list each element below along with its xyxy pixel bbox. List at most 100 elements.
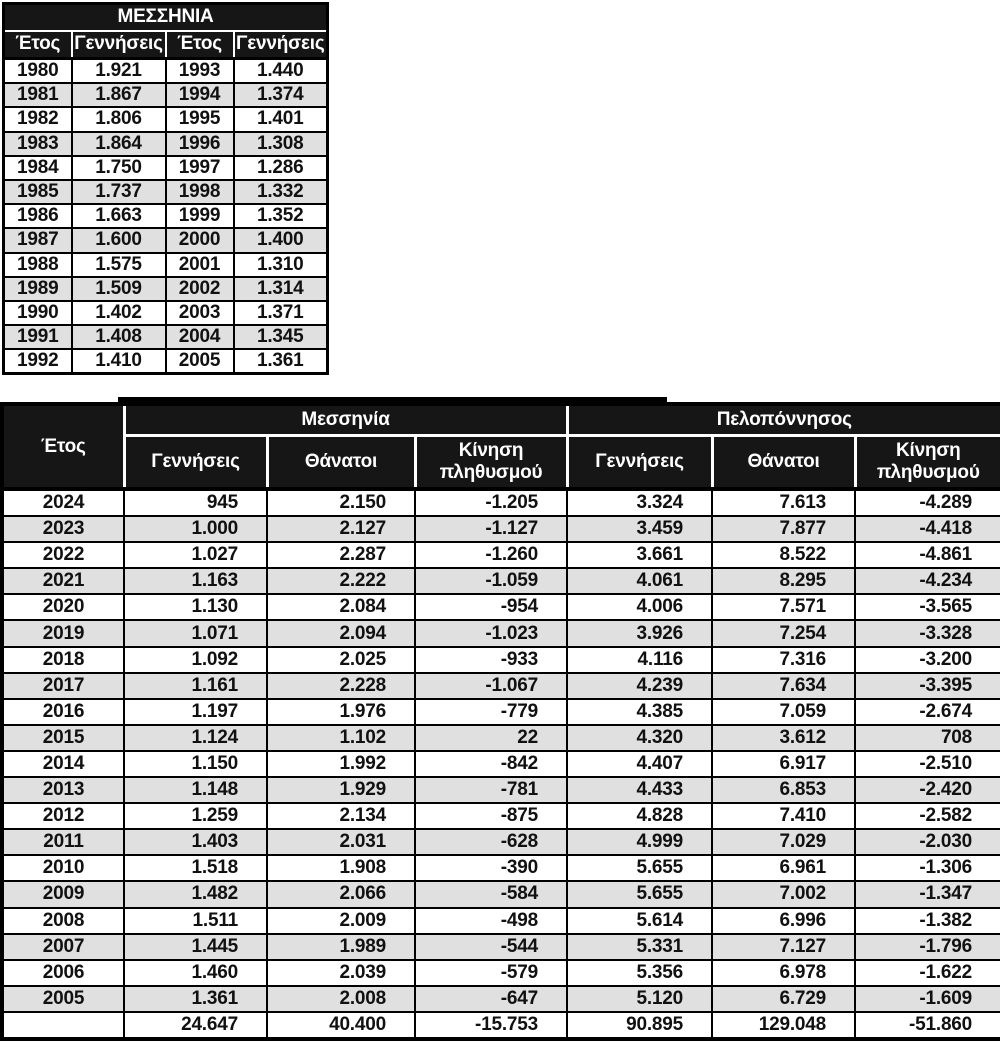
table-row: 2018 1.092 2.025 -933 4.116 7.316 -3.200 bbox=[1, 645, 1000, 674]
births-cell: 1.401 bbox=[232, 106, 329, 133]
births-cell: 1.921 bbox=[70, 57, 167, 85]
deaths-peloponnisos-cell: 6.978 bbox=[711, 958, 857, 987]
total-deaths-peloponnisos-cell: 129.048 bbox=[711, 1010, 857, 1040]
table-title: ΜΕΣΣΗΝΙΑ bbox=[2, 2, 329, 32]
total-population-change-messinia-cell: -15.753 bbox=[413, 1010, 569, 1040]
column-header-births-messinia: Γεννήσεις bbox=[122, 434, 269, 491]
year-cell: 2020 bbox=[1, 593, 125, 622]
population-change-peloponnisos-cell: -1.796 bbox=[854, 932, 1000, 961]
births-peloponnisos-cell: 4.006 bbox=[566, 593, 714, 622]
births-peloponnisos-cell: 3.661 bbox=[566, 541, 714, 570]
column-header-population-change-messinia: Κίνηση πληθυσμού bbox=[413, 434, 569, 491]
table-row: 1986 1.663 1999 1.352 bbox=[2, 203, 329, 230]
year-cell: 1981 bbox=[2, 82, 73, 109]
births-cell: 1.314 bbox=[232, 275, 329, 302]
table-row: 2009 1.482 2.066 -584 5.655 7.002 -1.347 bbox=[1, 880, 1000, 909]
year-cell: 2021 bbox=[1, 567, 125, 596]
deaths-messinia-cell: 2.222 bbox=[266, 567, 416, 596]
year-cell: 2022 bbox=[1, 541, 125, 570]
deaths-messinia-cell: 1.992 bbox=[266, 749, 416, 779]
population-change-messinia-cell: -390 bbox=[413, 854, 569, 883]
births-messinia-cell: 1.161 bbox=[123, 671, 268, 700]
population-change-peloponnisos-cell: -1.347 bbox=[854, 880, 1000, 909]
deaths-peloponnisos-cell: 7.613 bbox=[711, 486, 857, 518]
table-row: 2019 1.071 2.094 -1.023 3.926 7.254 -3.328 bbox=[1, 619, 1000, 648]
births-peloponnisos-cell: 5.356 bbox=[566, 958, 714, 987]
year-cell: 1987 bbox=[2, 227, 73, 254]
births-peloponnisos-cell: 4.320 bbox=[566, 723, 714, 752]
deaths-messinia-cell: 2.084 bbox=[266, 593, 416, 622]
births-cell: 1.352 bbox=[232, 203, 329, 230]
deaths-peloponnisos-cell: 7.254 bbox=[711, 619, 857, 648]
population-change-messinia-cell: 22 bbox=[413, 723, 569, 752]
year-cell: 2013 bbox=[1, 776, 125, 805]
population-change-peloponnisos-cell: -4.234 bbox=[854, 567, 1000, 596]
population-change-peloponnisos-cell: -2.582 bbox=[854, 802, 1000, 831]
year-cell: 2012 bbox=[1, 802, 125, 831]
births-peloponnisos-cell: 4.116 bbox=[566, 645, 714, 674]
deaths-peloponnisos-cell: 6.917 bbox=[711, 749, 857, 779]
births-cell: 1.864 bbox=[70, 130, 167, 157]
table-row: 1988 1.575 2001 1.310 bbox=[2, 251, 329, 278]
column-header-year-1: Έτος bbox=[2, 30, 73, 60]
births-messinia-cell: 1.124 bbox=[123, 723, 268, 752]
table-row: 2014 1.150 1.992 -842 4.407 6.917 -2.510 bbox=[1, 749, 1000, 779]
total-births-peloponnisos-cell: 90.895 bbox=[566, 1010, 714, 1040]
births-messinia-cell: 1.027 bbox=[123, 541, 268, 570]
population-change-messinia-cell: -1.205 bbox=[413, 486, 569, 518]
births-messinia-cell: 945 bbox=[123, 486, 268, 518]
table-row: 2021 1.163 2.222 -1.059 4.061 8.295 -4.234 bbox=[1, 567, 1000, 596]
totals-empty-cell bbox=[1, 1010, 125, 1040]
year-cell: 1986 bbox=[2, 203, 73, 230]
year-cell: 2002 bbox=[164, 275, 235, 302]
year-cell: 2004 bbox=[164, 324, 235, 351]
deaths-messinia-cell: 2.025 bbox=[266, 645, 416, 674]
population-change-peloponnisos-cell: -4.418 bbox=[854, 515, 1000, 544]
population-change-messinia-cell: -1.023 bbox=[413, 619, 569, 648]
year-cell: 1997 bbox=[164, 154, 235, 181]
table-row: 2024 945 2.150 -1.205 3.324 7.613 -4.289 bbox=[1, 486, 1000, 518]
table-row: 2015 1.124 1.102 22 4.320 3.612 708 bbox=[1, 723, 1000, 752]
births-peloponnisos-cell: 4.828 bbox=[566, 802, 714, 831]
population-change-messinia-cell: -933 bbox=[413, 645, 569, 674]
births-messinia-cell: 1.071 bbox=[123, 619, 268, 648]
year-cell: 2019 bbox=[1, 619, 125, 648]
births-peloponnisos-cell: 3.926 bbox=[566, 619, 714, 648]
table-row: 2012 1.259 2.134 -875 4.828 7.410 -2.582 bbox=[1, 802, 1000, 831]
group-header-messinia: Μεσσηνία bbox=[122, 402, 569, 437]
vital-statistics-table: Έτος Μεσσηνία Πελοπόννησος Γεννήσεις Θάν… bbox=[0, 402, 1000, 1041]
deaths-messinia-cell: 1.102 bbox=[266, 723, 416, 752]
births-messinia-cell: 1.197 bbox=[123, 697, 268, 726]
births-cell: 1.345 bbox=[232, 324, 329, 351]
population-change-peloponnisos-cell: -3.395 bbox=[854, 671, 1000, 700]
year-cell: 1993 bbox=[164, 57, 235, 85]
year-cell: 1982 bbox=[2, 106, 73, 133]
population-change-messinia-cell: -628 bbox=[413, 828, 569, 857]
table-row: 1991 1.408 2004 1.345 bbox=[2, 324, 329, 351]
deaths-messinia-cell: 2.009 bbox=[266, 906, 416, 935]
births-cell: 1.867 bbox=[70, 82, 167, 109]
deaths-messinia-cell: 2.094 bbox=[266, 619, 416, 648]
table-row: 1992 1.410 2005 1.361 bbox=[2, 348, 329, 375]
population-change-peloponnisos-cell: -1.609 bbox=[854, 984, 1000, 1013]
births-peloponnisos-cell: 3.459 bbox=[566, 515, 714, 544]
year-cell: 2005 bbox=[1, 984, 125, 1013]
population-change-messinia-cell: -1.127 bbox=[413, 515, 569, 544]
deaths-messinia-cell: 2.039 bbox=[266, 958, 416, 987]
births-cell: 1.509 bbox=[70, 275, 167, 302]
births-cell: 1.737 bbox=[70, 178, 167, 206]
deaths-peloponnisos-cell: 6.996 bbox=[711, 906, 857, 935]
births-messinia-cell: 1.445 bbox=[123, 932, 268, 961]
group-header-row: Έτος Μεσσηνία Πελοπόννησος bbox=[0, 402, 1000, 491]
year-cell: 2016 bbox=[1, 697, 125, 726]
table-row: 2022 1.027 2.287 -1.260 3.661 8.522 -4.861 bbox=[1, 541, 1000, 570]
births-messinia-cell: 1.518 bbox=[123, 854, 268, 883]
deaths-messinia-cell: 2.031 bbox=[266, 828, 416, 857]
births-cell: 1.440 bbox=[232, 57, 329, 85]
deaths-peloponnisos-cell: 6.729 bbox=[711, 984, 857, 1013]
population-change-messinia-cell: -647 bbox=[413, 984, 569, 1013]
population-change-messinia-cell: -954 bbox=[413, 593, 569, 622]
population-change-messinia-cell: -498 bbox=[413, 906, 569, 935]
total-deaths-messinia-cell: 40.400 bbox=[266, 1010, 416, 1040]
year-cell: 1988 bbox=[2, 251, 73, 278]
